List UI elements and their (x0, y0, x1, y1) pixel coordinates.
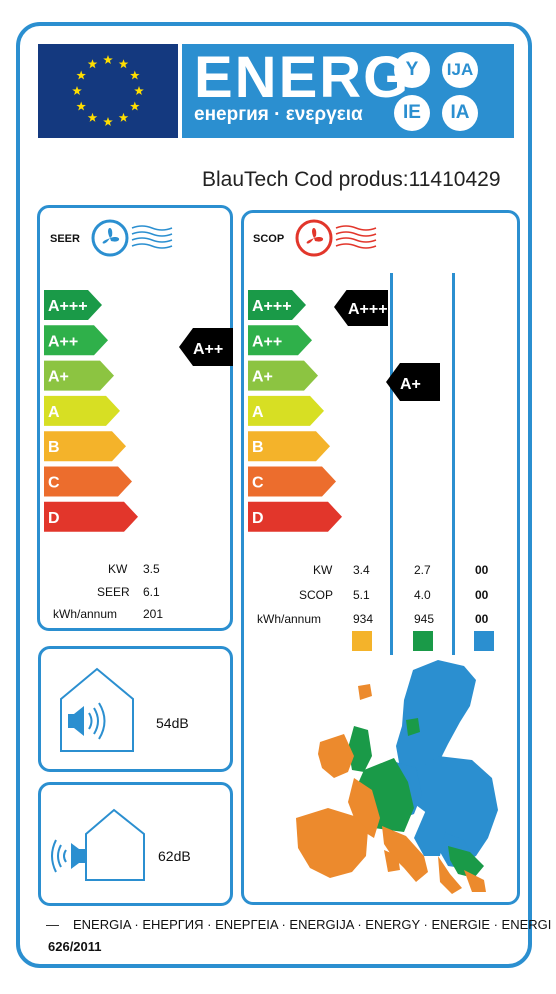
scop-spec-label: KW (313, 563, 333, 577)
svg-text:A: A (252, 404, 264, 421)
svg-text:A+: A+ (400, 376, 421, 393)
footer-languages: — ENERGIA · ЕНЕРГИЯ · ΕΝΕΡΓΕΙΑ · ENERGIJA… (46, 917, 552, 932)
language-badge: IE (394, 95, 430, 131)
outdoor-noise-value: 62dB (158, 848, 191, 864)
efficiency-class-arrow: C (248, 466, 336, 497)
scop-spec-value: 5.1 (353, 588, 370, 602)
scop-spec-value: 00 (475, 588, 489, 602)
efficiency-class-arrow: B (44, 431, 126, 462)
efficiency-class-arrow: B (248, 431, 330, 462)
scop-efficiency-scale: A+++ A++ A+ A B C D A+++ A+ (248, 290, 440, 532)
seer-spec-label: kWh/annum (53, 607, 118, 621)
scop-spec-value: 2.7 (414, 563, 431, 577)
efficiency-class-arrow: A (248, 395, 324, 426)
scop-spec-value: 3.4 (353, 563, 370, 577)
scop-spec-value: 945 (414, 612, 435, 626)
scop-spec-label: kWh/annum (257, 612, 322, 626)
scop-spec-value: 00 (475, 612, 489, 626)
svg-text:B: B (48, 439, 60, 456)
brand-product-code: BlauTech Cod produs:11410429 (202, 168, 501, 191)
scop-spec-value: 00 (475, 563, 489, 577)
regulation-number: 626/2011 (48, 939, 102, 954)
language-badge: IJA (442, 52, 478, 88)
energy-title: ENERG (194, 45, 411, 110)
seer-spec-value: 201 (143, 607, 164, 621)
eu-stars-icon (72, 55, 144, 126)
europe-climate-map (296, 660, 498, 894)
svg-text:A++: A++ (48, 333, 78, 350)
svg-text:A+++: A+++ (252, 298, 292, 315)
cooling-fan-icon (91, 219, 173, 257)
scop-spec-label: SCOP (299, 588, 334, 602)
scop-spec-value: 934 (353, 612, 374, 626)
efficiency-class-arrow: A++ (248, 325, 312, 356)
scop-panel (241, 210, 520, 905)
indoor-noise-panel (38, 646, 233, 772)
outdoor-noise-panel (38, 782, 233, 906)
efficiency-class-arrow: A+ (248, 360, 318, 391)
svg-text:A++: A++ (193, 341, 223, 358)
efficiency-class-arrow: A+++ (44, 290, 102, 320)
heating-fan-icon (295, 219, 377, 257)
svg-text:C: C (48, 475, 60, 492)
efficiency-class-arrow: D (44, 501, 138, 532)
efficiency-class-arrow: A+++ (248, 290, 306, 320)
rating-badge: A+++ (334, 290, 388, 326)
indoor-noise-value: 54dB (156, 715, 189, 731)
seer-label: SEER (50, 233, 80, 245)
efficiency-class-arrow: A (44, 395, 120, 426)
svg-text:D: D (252, 510, 264, 527)
climate-zone-average-swatch (413, 631, 433, 651)
rating-badge: A++ (179, 328, 233, 366)
seer-spec-value: 3.5 (143, 562, 160, 576)
rating-badge: A+ (386, 363, 440, 401)
eu-flag (38, 44, 178, 138)
seer-efficiency-scale: A+++ A++ A+ A B C D A++ (44, 290, 233, 532)
svg-text:A++: A++ (252, 333, 282, 350)
zone-separator (452, 273, 455, 655)
seer-spec-label: KW (108, 562, 128, 576)
svg-text:C: C (252, 475, 264, 492)
climate-zone-colder-swatch (474, 631, 494, 651)
svg-text:B: B (252, 439, 264, 456)
svg-text:A+: A+ (48, 369, 69, 386)
zone-separator (390, 273, 393, 655)
language-badge: Y (394, 52, 430, 88)
svg-text:A+++: A+++ (48, 298, 88, 315)
energy-subtitle: енергия · ενεργεια (194, 104, 363, 125)
svg-text:A+: A+ (252, 369, 273, 386)
climate-zone-warmer (296, 684, 486, 894)
language-badge: IA (442, 95, 478, 131)
climate-zone-warmer-swatch (352, 631, 372, 651)
seer-spec-label: SEER (97, 585, 130, 599)
efficiency-class-arrow: A+ (44, 360, 114, 391)
svg-text:A: A (48, 404, 60, 421)
svg-text:D: D (48, 510, 60, 527)
seer-spec-value: 6.1 (143, 585, 160, 599)
efficiency-class-arrow: A++ (44, 325, 108, 356)
indoor-speaker-house-icon (60, 667, 134, 752)
seer-panel (37, 205, 233, 631)
scop-label: SCOP (253, 233, 285, 245)
svg-text:A+++: A+++ (348, 301, 388, 318)
efficiency-class-arrow: D (248, 501, 342, 532)
scop-spec-value: 4.0 (414, 588, 431, 602)
efficiency-class-arrow: C (44, 466, 132, 497)
outdoor-speaker-house-icon (51, 808, 145, 881)
